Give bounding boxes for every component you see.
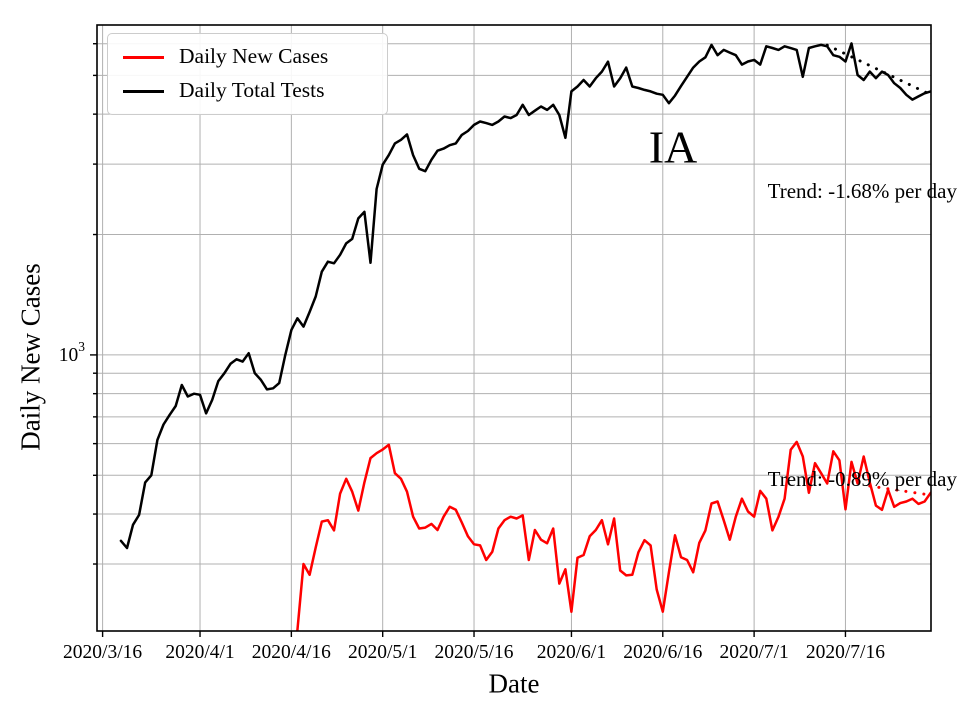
legend-label-daily-total-tests: Daily Total Tests (179, 78, 325, 103)
tests-trend-fit-dotted-line (825, 43, 931, 97)
plot-area (119, 42, 931, 631)
daily-new-cases-line (295, 440, 931, 631)
gridlines (97, 25, 931, 631)
y-tick-label: 103 (59, 339, 86, 366)
state-title: IA (648, 121, 698, 173)
x-axis-label: Date (488, 668, 540, 699)
black-line-sample (123, 89, 164, 93)
tests-trend-annotation: Trend: -1.68% per day (767, 179, 957, 203)
red-line-sample (123, 55, 164, 59)
x-tick-label: 2020/4/1 (165, 642, 234, 663)
legend-item-daily-total-tests: Daily Total Tests (123, 74, 387, 108)
x-tick-label: 2020/3/16 (63, 642, 142, 663)
cases-trend-annotation: Trend: -0.89% per day (767, 467, 957, 491)
legend-label-daily-new-cases: Daily New Cases (179, 44, 329, 69)
x-tick-label: 2020/5/16 (434, 642, 513, 663)
cases-trend-fit-dotted-line (868, 484, 931, 497)
x-tick-label: 2020/7/16 (806, 642, 885, 663)
x-tick-labels: 2020/3/16 2020/4/1 2020/4/16 2020/5/1 2020/5… (63, 642, 885, 663)
x-tick-label: 2020/4/16 (252, 642, 331, 663)
x-tick-label: 2020/7/1 (719, 642, 788, 663)
daily-total-tests-line (119, 42, 931, 550)
x-tick-label: 2020/6/16 (623, 642, 702, 663)
legend-item-daily-new-cases: Daily New Cases (123, 40, 387, 74)
axes-box (96, 24, 932, 632)
legend: Daily New Cases Daily Total Tests (107, 33, 388, 115)
x-tick-label: 2020/6/1 (537, 642, 606, 663)
x-tick-label: 2020/5/1 (348, 642, 417, 663)
tick-marks (90, 43, 847, 637)
y-axis-label: Daily New Cases (15, 263, 46, 451)
